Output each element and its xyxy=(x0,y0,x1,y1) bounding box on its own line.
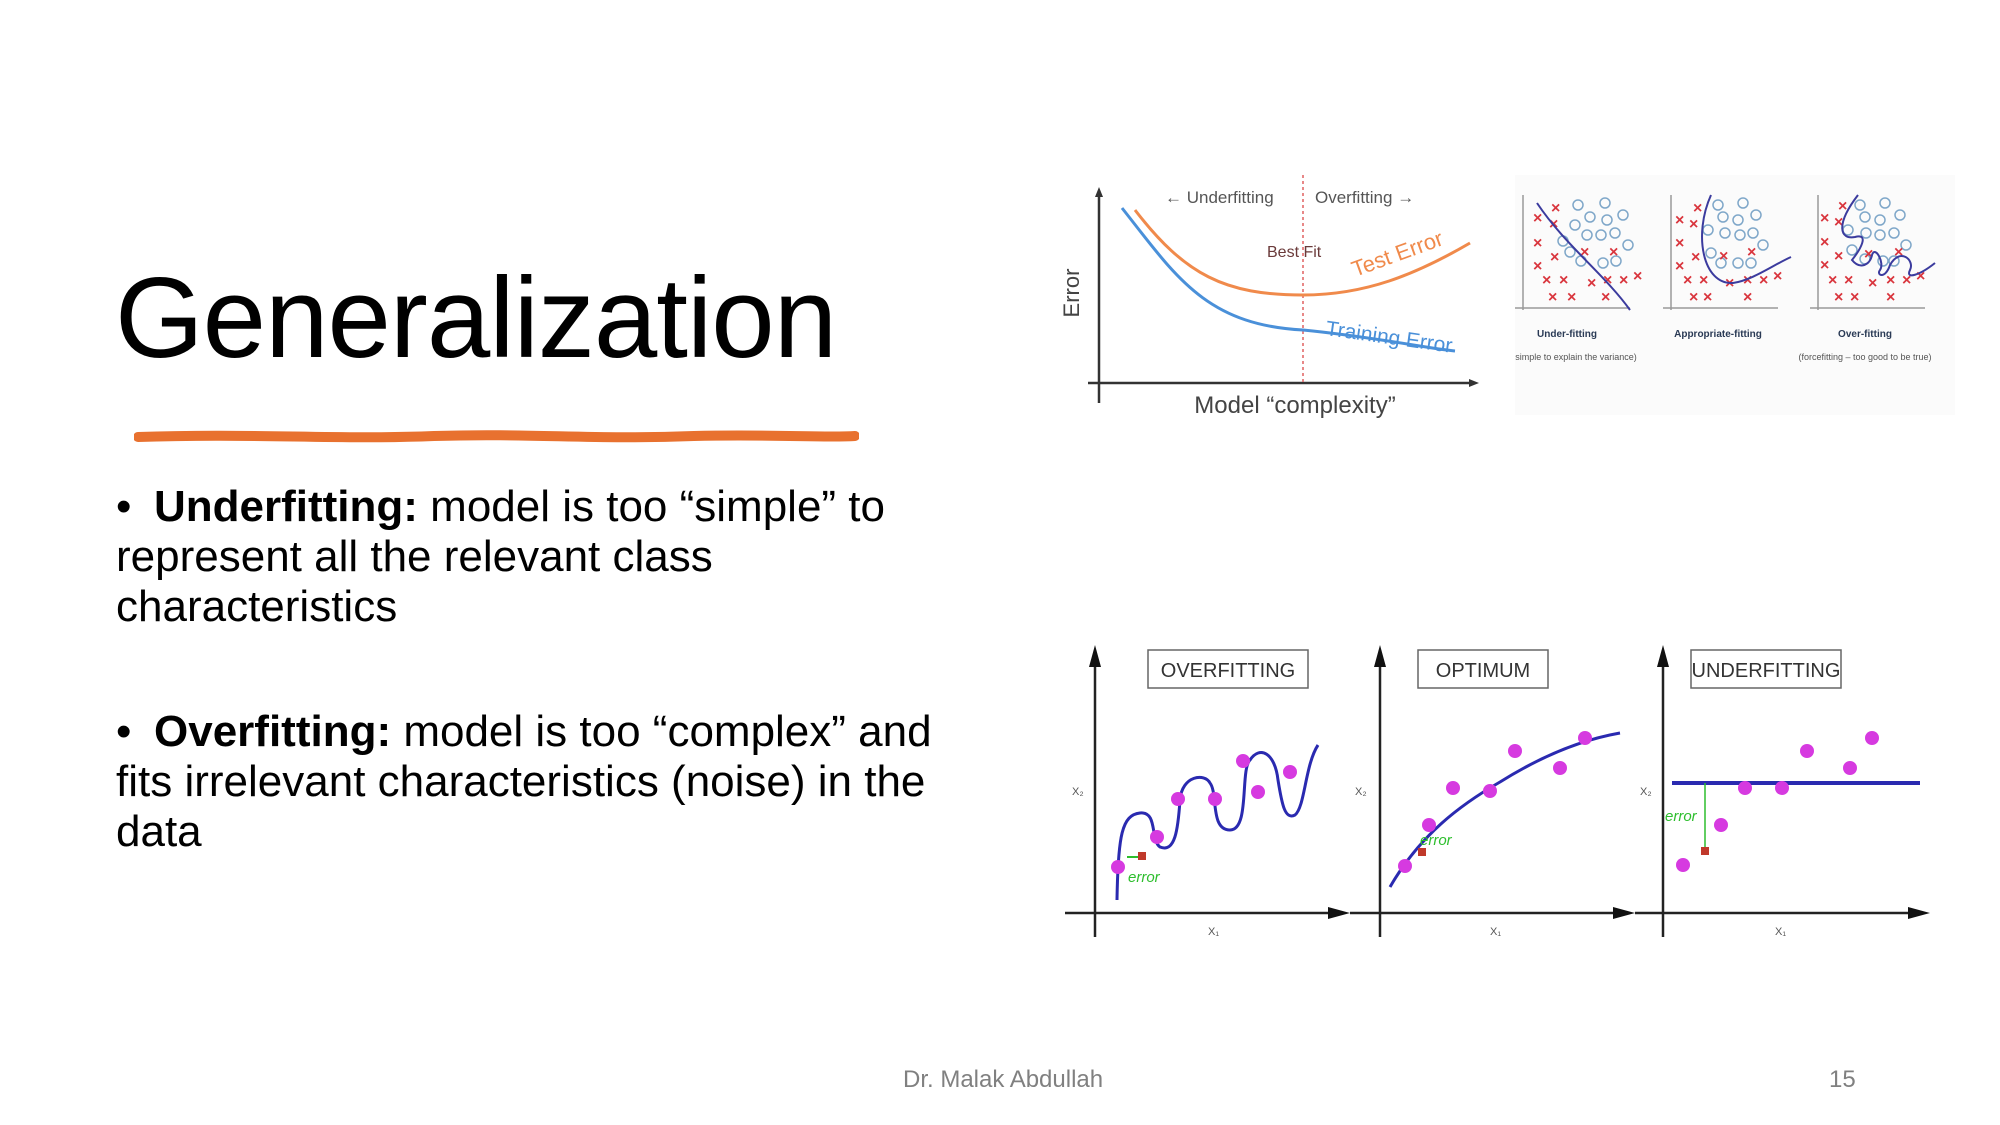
panel-caption: (too simple to explain the variance) xyxy=(1515,352,1637,362)
svg-text:×: × xyxy=(1773,268,1782,285)
svg-text:×: × xyxy=(1633,268,1642,285)
svg-text:×: × xyxy=(1886,272,1895,289)
svg-text:×: × xyxy=(1834,248,1843,265)
bullet-list: • Underfitting: model is too “simple” to … xyxy=(116,482,966,932)
bullet-dot: • xyxy=(116,707,132,756)
y-axis-label: X₂ xyxy=(1640,786,1652,798)
underfitting-region-label: ← Underfitting xyxy=(1165,188,1274,207)
svg-text:×: × xyxy=(1542,272,1551,289)
svg-text:×: × xyxy=(1603,272,1612,289)
svg-text:×: × xyxy=(1844,272,1853,289)
svg-text:×: × xyxy=(1719,248,1728,265)
svg-text:×: × xyxy=(1759,272,1768,289)
svg-text:×: × xyxy=(1601,289,1610,306)
svg-text:×: × xyxy=(1864,246,1873,263)
svg-text:×: × xyxy=(1683,272,1692,289)
svg-text:×: × xyxy=(1533,210,1542,227)
svg-text:×: × xyxy=(1699,272,1708,289)
error-complexity-figure: Error Model “complexity” ← Underfitting … xyxy=(1055,165,1485,425)
panel-title: UNDERFITTING xyxy=(1692,660,1841,682)
bullet-term: Overfitting: xyxy=(154,707,392,756)
regression-fit-figure: OVERFITTING X₂ X₁ error OPTIMUM X₂ X₁ er… xyxy=(1060,635,1940,945)
svg-text:×: × xyxy=(1619,272,1628,289)
svg-text:×: × xyxy=(1675,258,1684,275)
svg-text:×: × xyxy=(1675,235,1684,252)
svg-text:×: × xyxy=(1691,249,1700,266)
svg-text:×: × xyxy=(1533,258,1542,275)
svg-text:×: × xyxy=(1828,272,1837,289)
svg-text:×: × xyxy=(1548,289,1557,306)
svg-text:×: × xyxy=(1747,244,1756,261)
svg-text:×: × xyxy=(1703,289,1712,306)
svg-text:×: × xyxy=(1886,289,1895,306)
error-label: error xyxy=(1665,808,1698,825)
x-axis-label: Model “complexity” xyxy=(1194,392,1395,419)
bullet-underfitting: • Underfitting: model is too “simple” to … xyxy=(116,482,966,632)
svg-text:×: × xyxy=(1868,275,1877,292)
best-fit-label: Best Fit xyxy=(1267,244,1322,261)
panel-under-fitting: ××××× ××××× ××××××× Under-fitting (too s… xyxy=(1515,195,1642,362)
x-axis-label: X₁ xyxy=(1490,926,1501,938)
y-axis-label: Error xyxy=(1059,269,1084,318)
svg-text:×: × xyxy=(1609,244,1618,261)
svg-text:×: × xyxy=(1567,289,1576,306)
svg-text:×: × xyxy=(1838,198,1847,215)
title-underline xyxy=(134,430,859,443)
svg-text:×: × xyxy=(1916,268,1925,285)
panel-underfitting: UNDERFITTING X₂ X₁ error xyxy=(1635,645,1930,938)
bullet-dot: • xyxy=(116,482,132,531)
y-axis-label: X₂ xyxy=(1355,786,1367,798)
bullet-text: model is too “complex” and fits irreleva… xyxy=(116,707,932,856)
panel-title: OPTIMUM xyxy=(1436,660,1530,682)
svg-text:×: × xyxy=(1551,200,1560,217)
svg-text:×: × xyxy=(1834,214,1843,231)
panel-optimum: OPTIMUM X₂ X₁ error xyxy=(1350,645,1635,938)
panel-appropriate-fitting: ×× ××× × ××× × × × × ×× × × Appropriate-fitting xyxy=(1663,194,1792,340)
page-number: 15 xyxy=(1829,1066,1856,1093)
svg-text:×: × xyxy=(1559,272,1568,289)
error-label: error xyxy=(1420,832,1453,849)
y-axis-label: X₂ xyxy=(1072,786,1084,798)
svg-text:×: × xyxy=(1587,275,1596,292)
svg-text:×: × xyxy=(1675,212,1684,229)
error-label: error xyxy=(1128,869,1161,886)
svg-text:×: × xyxy=(1820,234,1829,251)
classification-fit-figure: ××××× ××××× ××××××× Under-fitting (too s… xyxy=(1515,175,1955,415)
panel-title: OVERFITTING xyxy=(1161,660,1295,682)
svg-text:×: × xyxy=(1820,257,1829,274)
bullet-overfitting: • Overfitting: model is too “complex” and… xyxy=(116,707,966,857)
footer-author: Dr. Malak Abdullah xyxy=(903,1066,1104,1093)
bullet-text: model is too “simple” to represent all t… xyxy=(116,482,885,631)
svg-text:×: × xyxy=(1820,210,1829,227)
svg-text:×: × xyxy=(1550,249,1559,266)
svg-text:×: × xyxy=(1894,244,1903,261)
panel-overfitting: OVERFITTING X₂ X₁ error xyxy=(1065,645,1350,938)
svg-text:×: × xyxy=(1850,289,1859,306)
overfitting-region-label: Overfitting → xyxy=(1315,188,1414,207)
panel-caption: (forcefitting – too good to be true) xyxy=(1798,352,1931,362)
svg-text:×: × xyxy=(1902,272,1911,289)
bullet-term: Underfitting: xyxy=(154,482,418,531)
svg-text:×: × xyxy=(1693,200,1702,217)
panel-over-fitting: ×× ××× × ××× × × × × ×× × × Over-fitting (forcef… xyxy=(1798,194,1936,362)
x-axis-label: X₁ xyxy=(1208,926,1219,938)
x-axis-label: X₁ xyxy=(1775,926,1786,938)
svg-text:×: × xyxy=(1580,244,1589,261)
panel-label: Under-fitting xyxy=(1537,329,1597,340)
svg-text:×: × xyxy=(1743,272,1752,289)
svg-text:×: × xyxy=(1533,235,1542,252)
svg-text:×: × xyxy=(1743,289,1752,306)
svg-text:×: × xyxy=(1834,289,1843,306)
svg-text:×: × xyxy=(1689,289,1698,306)
svg-text:×: × xyxy=(1689,216,1698,233)
panel-label: Appropriate-fitting xyxy=(1674,329,1762,340)
panel-label: Over-fitting xyxy=(1838,329,1892,340)
slide-title: Generalization xyxy=(115,255,837,382)
